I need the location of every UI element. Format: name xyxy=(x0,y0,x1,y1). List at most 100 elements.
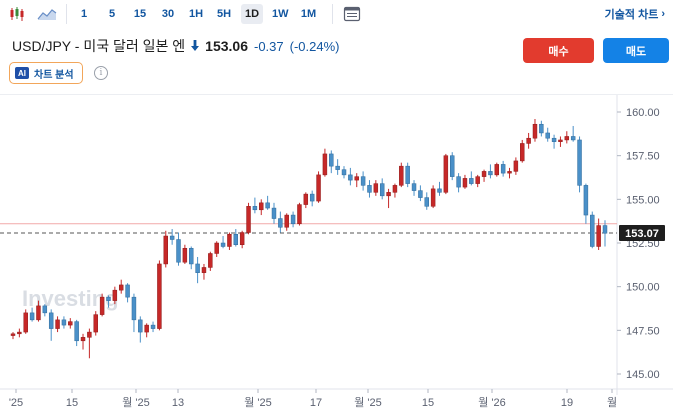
candle-body xyxy=(48,312,54,329)
candle-body xyxy=(386,192,391,197)
timeframe-1[interactable]: 1 xyxy=(80,8,88,20)
candle-body xyxy=(23,312,28,333)
instrument-name: USD/JPY - 미국 달러 일본 엔 xyxy=(12,38,186,54)
candle-body xyxy=(259,202,264,211)
candle-body xyxy=(545,132,550,139)
candle-body xyxy=(93,314,98,333)
y-tick-label: 160.00 xyxy=(626,107,660,119)
x-tick-label: 17 xyxy=(310,397,322,409)
candle-body xyxy=(329,153,334,167)
candle-body xyxy=(227,234,232,247)
candle-body xyxy=(348,174,353,181)
x-tick-label: 월 '26 xyxy=(478,396,506,409)
y-tick-label: 147.50 xyxy=(626,325,660,337)
candle-body xyxy=(500,164,506,174)
instrument-header: USD/JPY - 미국 달러 일본 엔 153.06 -0.37 (-0.24… xyxy=(12,36,339,56)
candle-body xyxy=(297,204,302,225)
candle-body xyxy=(195,263,200,273)
last-price: 153.06 xyxy=(205,38,248,54)
candle-body xyxy=(596,225,601,247)
buy-button[interactable]: 매도 xyxy=(603,38,669,63)
timeframe-30[interactable]: 30 xyxy=(161,8,175,20)
candle-body xyxy=(520,143,525,162)
candle-body xyxy=(443,155,449,193)
timeframe-list: 1 5 15 30 1H 5H 1D 1W 1M xyxy=(73,4,326,24)
candle-body xyxy=(481,171,487,177)
ai-chart-analysis-button[interactable]: AI 차트 분석 xyxy=(9,62,83,84)
candle-body xyxy=(106,296,111,301)
candle-body xyxy=(10,333,16,336)
timeframe-1d[interactable]: 1D xyxy=(241,4,263,24)
sell-button[interactable]: 매수 xyxy=(523,38,594,63)
current-price-label-box xyxy=(619,225,665,242)
timeframe-1m[interactable]: 1M xyxy=(300,8,317,20)
candle-body xyxy=(494,164,500,176)
technical-chart-link[interactable]: 기술적 차트 › xyxy=(605,6,665,22)
x-tick-label: 월 '25 xyxy=(244,396,272,409)
candle-body xyxy=(551,137,557,142)
timeframe-15[interactable]: 15 xyxy=(133,8,147,20)
info-icon[interactable]: i xyxy=(94,66,108,80)
timeframe-1h[interactable]: 1H xyxy=(188,8,204,20)
candle-body xyxy=(354,176,359,181)
calendar-grid-icon[interactable] xyxy=(339,3,365,25)
candle-body xyxy=(36,305,41,321)
candle-body xyxy=(112,289,118,301)
candle-body xyxy=(488,171,493,176)
candle-body xyxy=(150,324,156,329)
candle-body xyxy=(379,183,385,197)
candle-body xyxy=(290,214,296,225)
price-change: -0.37 xyxy=(253,39,284,54)
candle-body xyxy=(360,176,366,186)
current-price-label: 153.07 xyxy=(625,228,659,240)
candle-body xyxy=(278,218,283,228)
x-tick-label: 15 xyxy=(66,397,78,409)
toolbar-divider xyxy=(331,4,333,24)
candle-body xyxy=(507,171,512,174)
candle-body xyxy=(322,153,328,176)
candle-body xyxy=(17,331,22,335)
candle-body xyxy=(271,207,277,219)
candle-body xyxy=(526,137,531,144)
price-chart[interactable]: 160.00157.50155.00152.50150.00147.50145.… xyxy=(0,95,673,417)
timeframe-5[interactable]: 5 xyxy=(108,8,116,20)
candle-body xyxy=(309,193,315,202)
candle-body xyxy=(437,188,442,193)
candle-body xyxy=(74,321,79,342)
candle-body xyxy=(87,331,92,338)
ai-badge-icon: AI xyxy=(15,67,29,79)
area-type-icon[interactable] xyxy=(34,3,60,25)
timeframe-1w[interactable]: 1W xyxy=(272,8,289,20)
chevron-right-icon: › xyxy=(661,8,665,20)
candlestick-type-icon[interactable] xyxy=(4,3,30,25)
candle-body xyxy=(246,206,251,233)
x-tick-label: '25 xyxy=(9,397,23,409)
candle-body xyxy=(469,178,474,184)
ai-chart-analysis-label: 차트 분석 xyxy=(34,69,74,81)
candle-body xyxy=(125,284,130,298)
candle-body xyxy=(539,123,544,134)
candle-body xyxy=(182,247,188,263)
candle-body xyxy=(233,234,239,245)
candle-body xyxy=(418,190,423,198)
candle-body xyxy=(303,193,309,205)
candle-body xyxy=(462,178,468,188)
candle-body xyxy=(532,123,538,139)
candle-body xyxy=(392,185,398,193)
x-tick-label: 19 xyxy=(561,397,573,409)
candle-body xyxy=(602,225,608,234)
candle-body xyxy=(399,165,404,186)
toolbar-divider xyxy=(66,4,67,24)
x-tick-label: 월 '25 xyxy=(354,396,382,409)
x-tick-label: 15 xyxy=(422,397,434,409)
candle-body xyxy=(157,263,162,329)
candle-body xyxy=(284,214,289,228)
candle-body xyxy=(163,235,168,265)
y-tick-label: 157.50 xyxy=(626,151,660,163)
candle-body xyxy=(558,139,563,142)
candle-body xyxy=(367,185,372,193)
candle-body xyxy=(456,176,461,188)
y-tick-label: 155.00 xyxy=(626,194,660,206)
candle-body xyxy=(577,139,582,186)
timeframe-5h[interactable]: 5H xyxy=(216,8,232,20)
